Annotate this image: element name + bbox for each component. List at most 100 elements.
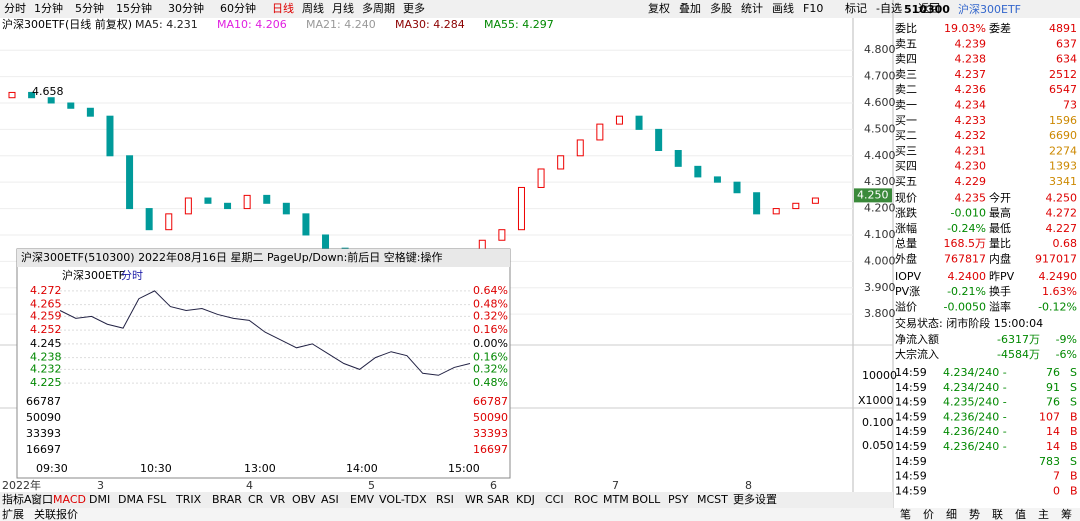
popup-mode: 分时 [121,269,143,282]
candle-body [615,115,623,125]
trade: 4.236/240 - [943,440,1007,453]
tab[interactable]: DMA [118,493,144,506]
tab[interactable]: BRAR [212,493,242,506]
side-tab[interactable]: 联 [992,508,1003,521]
toolbar-button[interactable]: 多股 [710,1,732,15]
row-label: 买二 [895,129,917,142]
tab[interactable]: CR [248,493,264,506]
row-value: 4.227 [1046,222,1078,235]
toolbar-button[interactable]: 返回 [918,2,940,15]
toolbar-button[interactable]: 复权 [648,1,670,15]
toolbar-button[interactable]: 多周期 [362,1,395,15]
tab[interactable]: FSL [147,493,167,506]
row-label: 涨跌 [895,206,917,220]
candle-body [733,181,741,194]
vol-label: 16697 [473,443,508,456]
toolbar-button[interactable]: 画线 [772,1,794,15]
tab[interactable]: DMI [89,493,110,506]
status: 交易状态: 闭市阶段 15:00:04 [895,316,1043,330]
tab[interactable]: 关联报价 [34,507,78,521]
y-tick-label: 3.900 [864,281,896,294]
tab[interactable]: OBV [292,493,316,506]
toolbar-button[interactable]: 周线 [302,1,324,15]
row-label: IOPV [895,270,922,283]
tab[interactable]: KDJ [516,493,535,506]
trade: 14:59 [895,366,927,379]
toolbar-button[interactable]: 60分钟 [220,1,256,15]
tab[interactable]: WR [465,493,484,506]
candle-body [67,102,75,109]
tab[interactable]: BOLL [632,493,661,506]
tab[interactable]: TRIX [175,493,202,506]
vol-label: 66787 [473,395,508,408]
tab[interactable]: ASI [321,493,339,506]
tab[interactable]: RSI [436,493,454,506]
y-tick-label: 4.600 [864,96,896,109]
trade: 14:59 [895,455,927,468]
toolbar-button[interactable]: 5分钟 [75,1,104,15]
toolbar-button[interactable]: -自选 [876,2,902,15]
candle-body [8,91,16,99]
toolbar-button[interactable]: 15分钟 [116,1,152,15]
tab[interactable]: VR [270,493,286,506]
row-value: 767817 [944,253,986,266]
tab[interactable]: 窗口 [31,492,53,506]
trade: 0 [1053,484,1060,497]
side-tab[interactable]: 值 [1015,508,1026,521]
tab[interactable]: SAR [487,493,510,506]
toolbar-button[interactable]: 标记 [845,1,867,15]
toolbar-button[interactable]: 统计 [741,2,763,15]
row-label: PV涨 [895,285,920,298]
volume-label: X1000 [858,394,894,407]
side-tab[interactable]: 细 [946,508,957,521]
trade: 14 [1046,440,1060,453]
y-tick-label: 4.259 [30,309,62,322]
toolbar-button[interactable]: 分时 [4,2,26,15]
y-tick-label: 4.300 [864,175,896,188]
row-label: 量比 [989,237,1011,250]
tab[interactable]: MACD [53,493,86,506]
toolbar-button[interactable]: 日线 [272,1,294,15]
tab[interactable]: VOL-TDX [379,493,427,506]
side-tab[interactable]: 势 [969,508,980,521]
row-value: 19.03% [944,22,986,35]
trade: 4.234/240 - [943,366,1007,379]
toolbar-button[interactable]: 叠加 [679,2,701,15]
toolbar-button[interactable]: 30分钟 [168,1,204,15]
tab[interactable]: 扩展 [2,507,24,521]
toolbar-button[interactable]: 月线 [332,1,354,15]
side-tab[interactable]: 笔 [900,507,911,521]
vol-label: 16697 [26,443,61,456]
toolbar [0,0,1080,18]
trade: S [1070,396,1077,409]
trade: 4.235/240 - [943,396,1007,409]
side-tab[interactable]: 筹 [1061,507,1072,521]
row-label: 卖三 [895,68,917,81]
candle-body [126,155,134,210]
row-value: 73 [1063,99,1077,112]
tab[interactable]: 指标A [2,492,32,506]
tab[interactable]: ROC [574,493,598,506]
tab[interactable]: CCI [545,493,564,506]
tab[interactable]: 设置 [755,493,777,506]
candle-body [86,107,94,117]
row-value: 4.230 [955,160,987,173]
candle-body [635,115,643,130]
row-label: 内盘 [989,252,1011,266]
candle-body [792,202,800,210]
side-tab[interactable]: 价 [923,508,934,521]
side-tab[interactable]: 主 [1038,508,1049,521]
tab[interactable]: EMV [350,493,374,506]
row-label: 涨幅 [895,222,917,235]
toolbar-button[interactable]: 1分钟 [34,1,63,15]
tab[interactable]: MCST [697,493,728,506]
tab[interactable]: PSY [668,493,689,506]
toolbar-button[interactable]: F10 [803,2,823,15]
trade: 76 [1046,396,1060,409]
row-label: 昨PV [989,270,1015,283]
toolbar-button[interactable]: 更多 [403,1,425,15]
tab[interactable]: 更多 [733,492,755,506]
tab[interactable]: MTM [603,493,629,506]
row-value: -0.24% [947,222,986,235]
